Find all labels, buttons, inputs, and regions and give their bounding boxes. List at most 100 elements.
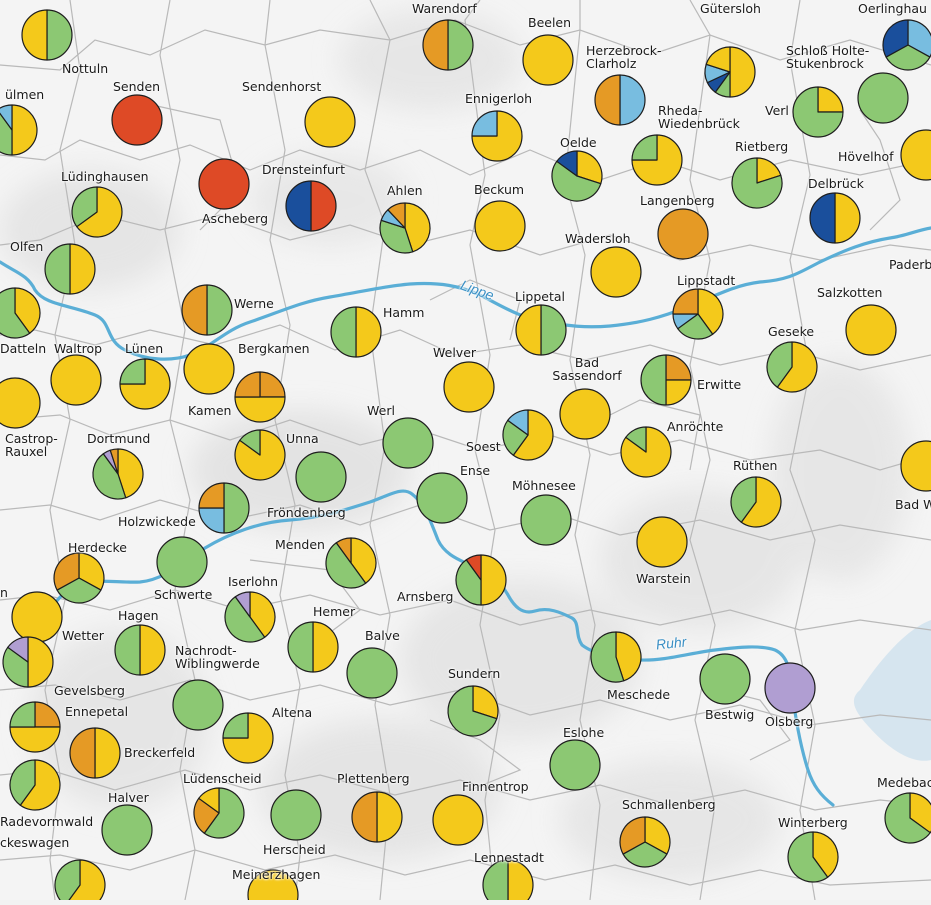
pie-slice-yellow xyxy=(472,685,499,720)
pie-slice-yellow xyxy=(234,396,286,423)
place-label-langenberg: Langenberg xyxy=(640,194,715,207)
place-label-line: Gevelsberg xyxy=(54,683,125,698)
pie-slice-green xyxy=(156,536,208,588)
place-label-verl: Verl xyxy=(765,104,789,117)
pie-lippetal xyxy=(515,304,567,356)
pie-slice-green xyxy=(92,453,127,500)
pie-slice-yellow xyxy=(559,388,611,440)
pie-slice-yellow xyxy=(515,304,542,356)
pie-slice-yellow xyxy=(304,96,356,148)
place-label-bad-wunnenberg: Bad W xyxy=(895,498,931,511)
place-label-line: Breckerfeld xyxy=(124,745,196,760)
pie-meschede xyxy=(590,631,642,683)
pie-charts xyxy=(0,9,931,905)
pie-senden xyxy=(111,94,163,146)
place-label-erwitte: Erwitte xyxy=(697,378,741,391)
place-label-unna: Unna xyxy=(286,432,319,445)
place-label-ruthen: Rüthen xyxy=(733,459,777,472)
place-label-line: Medebac xyxy=(877,775,931,790)
pie-bad-sassendorf xyxy=(559,388,611,440)
place-label-hamm: Hamm xyxy=(383,306,424,319)
pie-slice-green xyxy=(203,787,245,839)
pie-slice-green xyxy=(71,186,98,228)
pie-slice-yellow xyxy=(27,636,54,688)
place-label-line: Herscheid xyxy=(263,842,326,857)
pie-slice-green xyxy=(114,624,141,676)
pie-slice-yellow xyxy=(222,712,274,764)
pie-ruthen xyxy=(730,476,782,528)
pie-slice-yellow xyxy=(234,429,286,481)
place-label-line: Ennigerloh xyxy=(465,91,533,106)
pie-kamen xyxy=(234,371,286,423)
pie-slice-orange xyxy=(193,797,220,834)
place-label-meschede: Meschede xyxy=(607,688,670,701)
pie-slice-yellow xyxy=(50,354,102,406)
pie-slice-yellow xyxy=(512,409,554,461)
place-label-line: Rheda- xyxy=(658,103,703,118)
place-label-line: Verl xyxy=(765,103,789,118)
place-label-beckum: Beckum xyxy=(474,183,524,196)
pie-slice-green xyxy=(239,429,261,456)
place-label-line: Arnsberg xyxy=(397,589,454,604)
place-label-line: Gütersloh xyxy=(700,1,761,16)
pie-slice-yellow xyxy=(312,621,339,673)
place-label-iserlohn: Iserlohn xyxy=(228,575,278,588)
pie-finnentrop xyxy=(432,794,484,846)
pie-slice-yellow xyxy=(834,192,861,244)
pie-slice-yellow xyxy=(697,288,724,335)
pie-salzkotten xyxy=(845,304,897,356)
pie-slice-green xyxy=(222,712,249,739)
place-label-line: Hövelhof xyxy=(838,149,894,164)
pie-hamm xyxy=(330,306,382,358)
pie-oelde xyxy=(551,150,603,202)
place-label-line: Hamm xyxy=(383,305,425,320)
pie-medebach xyxy=(884,792,931,844)
place-label-warendorf: Warendorf xyxy=(412,2,477,15)
pie-slice-red xyxy=(310,180,337,232)
place-label-line: Rietberg xyxy=(735,139,789,154)
pie-slice-green xyxy=(590,631,625,683)
pie-slice-yellow xyxy=(247,869,299,905)
pie-ennigerloh xyxy=(471,110,523,162)
place-label-line: Lüdenscheid xyxy=(183,771,262,786)
place-label-witten: n xyxy=(0,586,8,599)
place-label-dulmen: ülmen xyxy=(5,88,44,101)
river-ruhr xyxy=(38,489,835,807)
place-label-winterberg: Winterberg xyxy=(778,816,848,829)
pie-slice-green xyxy=(640,354,667,406)
pie-waltrop xyxy=(50,354,102,406)
place-label-line: Lippstadt xyxy=(677,273,736,288)
place-label-line: Finnentrop xyxy=(462,779,529,794)
pie-slice-orange xyxy=(53,552,80,591)
place-label-line: Ahlen xyxy=(387,183,423,198)
pie-slice-green xyxy=(101,804,153,856)
place-label-anrochte: Anröchte xyxy=(667,420,723,433)
place-label-hagen: Hagen xyxy=(118,609,159,622)
place-label-line: Beelen xyxy=(528,15,572,30)
pie-delbruck xyxy=(809,192,861,244)
place-label-line: Lennestadt xyxy=(474,850,544,865)
pie-slice-green xyxy=(447,685,498,737)
place-label-line: Oerlinghau xyxy=(858,1,927,16)
pie-menden xyxy=(325,537,377,589)
river-lippe xyxy=(0,226,931,361)
place-label-ludinghausen: Lüdinghausen xyxy=(61,170,149,183)
pie-frondenberg xyxy=(295,451,347,503)
pie-slice-yellow xyxy=(69,243,96,295)
pie-lippstadt xyxy=(672,288,724,340)
pie-slice-green xyxy=(699,653,751,705)
pie-geseke xyxy=(766,341,818,393)
pie-werl xyxy=(382,417,434,469)
place-label-geseke: Geseke xyxy=(768,325,814,338)
place-label-salzkotten: Salzkotten xyxy=(817,286,883,299)
place-label-line: Warendorf xyxy=(412,1,477,16)
pie-slice-orange xyxy=(34,701,61,728)
pie-slice-green xyxy=(46,9,73,61)
pie-slice-red xyxy=(111,94,163,146)
place-label-line: Kamen xyxy=(188,403,232,418)
place-label-line: Hemer xyxy=(313,604,356,619)
pie-slice-green xyxy=(792,86,844,138)
place-label-ascheberg: Ascheberg xyxy=(202,212,268,225)
pie-werne xyxy=(181,284,233,336)
